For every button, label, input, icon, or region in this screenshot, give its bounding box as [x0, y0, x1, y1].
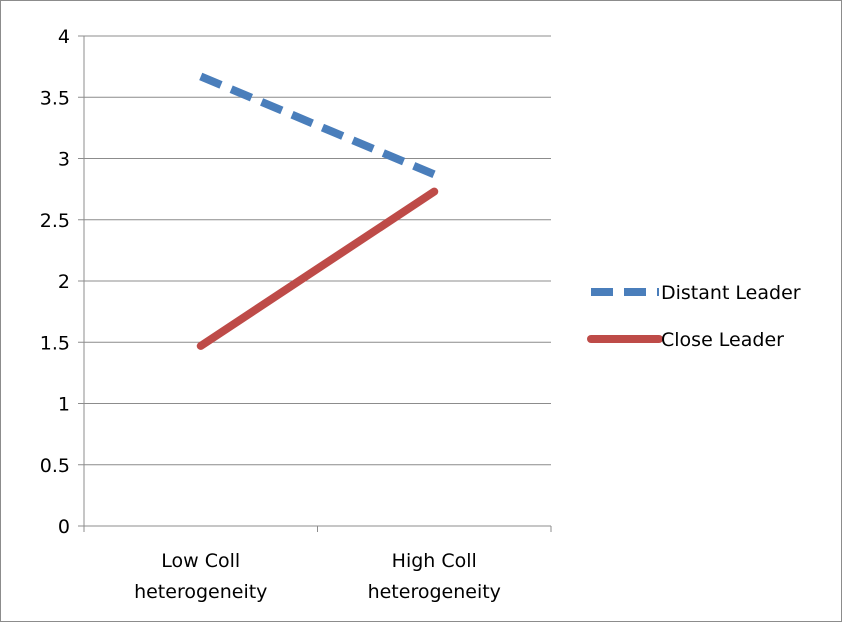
series-lines [196, 72, 439, 350]
y-tick-label: 1.5 [40, 332, 70, 354]
gridlines [84, 35, 551, 466]
x-category-label: heterogeneity [368, 581, 501, 603]
y-tick-label: 0 [58, 516, 70, 538]
legend-label: Close Leader [661, 329, 784, 351]
y-tick-label: 2 [58, 271, 70, 293]
x-category-label: High Coll [392, 550, 477, 572]
legend-label: Distant Leader [661, 282, 801, 304]
axes [83, 36, 552, 532]
series-line-distant-leader [199, 72, 436, 179]
y-tick-label: 3.5 [40, 87, 70, 109]
y-tick-label: 2.5 [40, 210, 70, 232]
y-tick-label: 4 [58, 26, 70, 48]
y-tick-label: 3 [58, 149, 70, 171]
y-tick-label: 0.5 [40, 455, 70, 477]
y-tick-label: 1 [58, 394, 70, 416]
x-category-label: heterogeneity [134, 581, 267, 603]
legend: Distant Leader Close Leader [587, 282, 801, 351]
y-axis-ticks: 0 0.5 1 1.5 2 2.5 3 3.5 4 [40, 26, 84, 538]
series-line-close-leader [196, 187, 439, 350]
x-category-label: Low Coll [161, 550, 240, 572]
x-axis-category-labels: Low Coll heterogeneity High Coll heterogene… [134, 550, 501, 603]
